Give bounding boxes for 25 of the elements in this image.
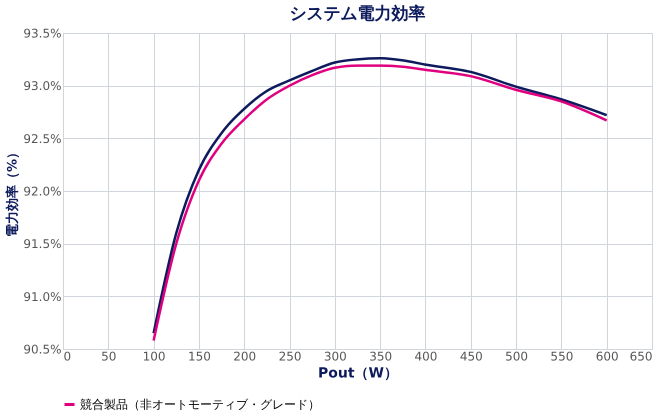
x-tick-label: 400 [414, 350, 438, 364]
y-tick-label: 91.5% [23, 237, 62, 252]
chart-title: システム電力効率 [290, 4, 426, 24]
legend-label: 競合製品（非オートモーティブ・グレード） [80, 398, 320, 412]
x-tick-label: 450 [460, 350, 483, 364]
x-tick-label: 500 [505, 350, 528, 364]
x-tick-label: 350 [369, 350, 392, 364]
x-tick-label: 300 [324, 350, 347, 364]
y-tick-label: 92.0% [23, 184, 62, 198]
x-tick-label: 600 [596, 350, 619, 364]
y-tick-label: 90.5% [23, 342, 62, 356]
y-tick-label: 93.0% [23, 79, 62, 94]
x-axis-title: Pout（W） [318, 366, 398, 382]
x-tick-label: 200 [233, 350, 256, 364]
x-tick-label: 100 [142, 350, 166, 364]
x-tick-label: 650 [630, 350, 652, 364]
x-tick-label: 150 [188, 350, 211, 364]
y-tick-label: 91.0% [23, 290, 62, 304]
y-tick-label: 92.5% [23, 132, 62, 146]
x-tick-label: 50 [101, 350, 116, 364]
x-tick-label: 250 [278, 350, 302, 364]
y-tick-label: 93.5% [23, 26, 62, 40]
x-tick-label: 550 [550, 350, 574, 364]
y-axis-title: 電力効率（%） [4, 146, 20, 238]
x-tick-label: 0 [64, 350, 72, 364]
